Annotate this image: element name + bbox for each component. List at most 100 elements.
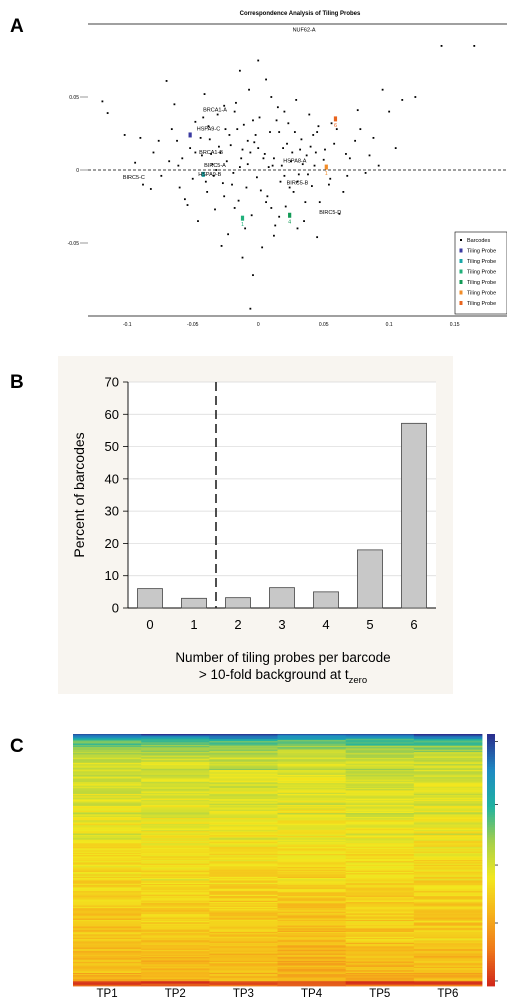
colorbar-segment [487, 781, 495, 785]
heatmap-cell [209, 826, 278, 828]
colorbar-segment [487, 867, 495, 871]
barcode-point [317, 125, 320, 128]
heatmap-cell [413, 747, 483, 749]
colorbar-segment [487, 771, 495, 775]
heatmap-cell [73, 935, 142, 938]
heatmap-cell [141, 909, 210, 911]
heatmap-cell [141, 917, 210, 920]
heatmap-cell [345, 866, 415, 868]
heatmap-cell [73, 750, 142, 753]
heatmap-cell [345, 976, 415, 978]
heatmap-cell [209, 975, 278, 977]
heatmap-cell [73, 923, 142, 926]
heatmap-cell [345, 796, 415, 798]
heatmap-cell [345, 880, 415, 882]
heatmap-cell [277, 816, 347, 819]
barcode-point [292, 191, 295, 193]
heatmap-cell [413, 737, 483, 740]
heatmap-cell [141, 738, 210, 741]
heatmap-cell [413, 959, 483, 962]
heatmap-cell [209, 888, 278, 891]
colorbar-segment [487, 973, 495, 977]
colorbar-segment [487, 905, 495, 909]
legend-swatch [459, 301, 463, 305]
heatmap-cell [209, 842, 278, 844]
gene-annotation: BRCA1-A [203, 108, 227, 114]
heatmap-cell [277, 788, 347, 790]
heatmap-cell [141, 777, 210, 779]
heatmap-cell [73, 815, 142, 818]
heatmap-cell [209, 892, 278, 894]
heatmap-cell [141, 984, 210, 987]
heatmap-cell [209, 844, 278, 846]
barcode-point [204, 180, 207, 183]
heatmap-cell [141, 953, 210, 956]
barcode-point [238, 69, 241, 72]
heatmap-cell [277, 928, 347, 930]
heatmap-cell [209, 806, 278, 808]
heatmap-cell [277, 886, 347, 888]
heatmap-cell [141, 768, 210, 771]
heatmap-cell [209, 910, 278, 912]
legend-label: Tiling Probe [467, 280, 496, 286]
heatmap-cell [73, 864, 142, 867]
heatmap-cell [141, 840, 210, 843]
heatmap-cell [141, 852, 210, 855]
heatmap-cell [413, 750, 483, 753]
heatmap-cell [345, 758, 415, 760]
colorbar-segment [487, 794, 495, 798]
heatmap-cell [73, 898, 142, 900]
heatmap-cell [73, 812, 142, 814]
heatmap-cell [209, 906, 278, 909]
gene-annotation: HSPA8-A [283, 159, 306, 165]
heatmap-cell [345, 923, 415, 926]
heatmap-cell [141, 902, 210, 904]
heatmap-cell [209, 880, 278, 882]
heatmap-cell [277, 933, 347, 935]
heatmap-cell [413, 975, 483, 977]
heatmap-cell [141, 890, 210, 892]
heatmap-cell [141, 826, 210, 828]
heatmap-cell [277, 740, 347, 742]
barcode-point [301, 163, 304, 166]
heatmap-cell [73, 796, 142, 798]
heatmap-cell [277, 863, 347, 866]
heatmap-cell [141, 850, 210, 852]
heatmap-cell [345, 822, 415, 825]
barcode-point [235, 101, 237, 104]
heatmap-cell [277, 893, 347, 896]
heatmap-cell [277, 915, 347, 917]
heatmap-cell [73, 881, 142, 884]
heatmap-cell [73, 862, 142, 864]
bar [313, 591, 339, 609]
heatmap-cell [345, 768, 415, 771]
heatmap-cell [141, 885, 210, 887]
heatmap-cell [277, 960, 347, 963]
heatmap-cell [141, 974, 210, 976]
heatmap-cell [73, 834, 142, 837]
heatmap-cell [277, 813, 347, 815]
barcode-point [238, 166, 241, 168]
heatmap-cell [209, 918, 278, 921]
barcode-point [335, 128, 338, 131]
heatmap-cell [209, 969, 278, 971]
correspondence-scatter-chart: Correspondence Analysis of Tiling Probes… [68, 11, 507, 328]
heatmap-cell [345, 776, 415, 778]
heatmap-cell [209, 976, 278, 978]
heatmap-cell [141, 888, 210, 891]
heatmap-cell [345, 888, 415, 891]
heatmap-cell [277, 801, 347, 803]
heatmap-cell [141, 908, 210, 910]
barcode-point [275, 119, 278, 122]
heatmap-cell [277, 850, 347, 852]
heatmap-cell [141, 778, 210, 780]
heatmap-cell [413, 984, 483, 987]
heatmap-cell [73, 890, 142, 892]
heatmap-cell [413, 767, 483, 770]
barcode-point [101, 100, 104, 103]
barcode-point [246, 139, 249, 142]
heatmap-cell [209, 911, 278, 914]
heatmap-cell [345, 863, 415, 866]
barcode-point [293, 131, 296, 133]
heatmap-cell [413, 760, 483, 762]
